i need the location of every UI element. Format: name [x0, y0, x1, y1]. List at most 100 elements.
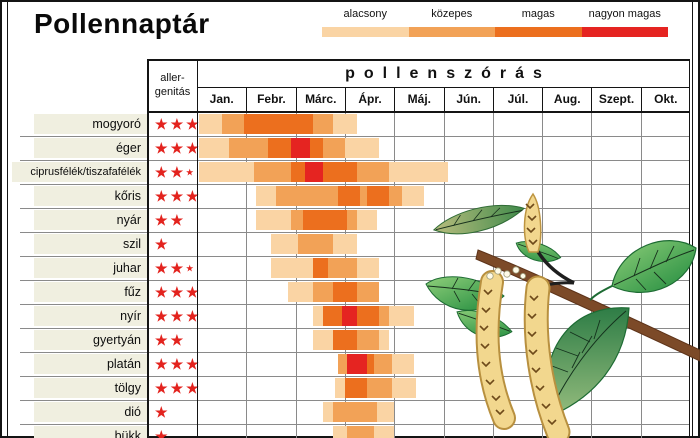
month-header-cell: Okt.: [640, 87, 690, 112]
header-mid-line: [197, 87, 690, 88]
pollen-bar-segment: [268, 138, 291, 158]
star-icon: ★: [170, 116, 187, 132]
legend-label: nagyon magas: [588, 8, 661, 20]
month-header-cell: Ápr.: [344, 87, 394, 112]
pollen-bar-segment: [322, 138, 345, 158]
star-icon: ★: [170, 308, 187, 324]
star-icon: ★: [155, 116, 171, 132]
frame-left-outer-border: [0, 0, 2, 438]
frame-left-inner-border: [7, 0, 8, 438]
legend-swatch: [581, 27, 668, 37]
star-icon: ★: [155, 356, 171, 372]
star-icon: ★: [155, 284, 171, 300]
grid-row-line: [20, 304, 690, 305]
pollen-bar-segment: [344, 378, 368, 398]
frame-top-border: [0, 0, 700, 2]
star-icon: ★: [155, 212, 171, 228]
allergenicity-header: aller- genitás: [148, 60, 197, 112]
pollen-bar-segment: [298, 234, 333, 254]
row-label: szil: [34, 234, 147, 254]
pollen-bar-segment: [270, 258, 313, 278]
grid-month-line: [246, 112, 248, 438]
pollen-bar-segment: [322, 402, 333, 422]
star-icon: ★: [186, 140, 202, 156]
catkin-hanging-1: [475, 270, 516, 430]
pollen-bar-segment: [332, 282, 358, 302]
month-header-cell: Jún.: [443, 87, 493, 112]
pollen-bar-segment: [256, 210, 291, 230]
legend-swatch: [322, 27, 409, 37]
allergenicity-stars: ★★★: [150, 112, 201, 136]
pollen-bar-segment: [389, 186, 402, 206]
star-icon: ★: [186, 308, 202, 324]
pollen-bar-segment: [229, 138, 269, 158]
star-icon: ★: [170, 260, 187, 276]
star-icon: ★: [155, 164, 171, 180]
pollen-bar-segment: [357, 306, 380, 326]
grid-month-line: [394, 112, 396, 438]
allergenicity-stars: ★★★: [150, 184, 201, 208]
allergenicity-stars: ★★★: [150, 304, 201, 328]
legend-swatch: [495, 27, 582, 37]
leaf-right-big: [589, 240, 697, 301]
pollen-bar-segment: [391, 378, 417, 398]
allergenicity-stars: ★: [150, 424, 201, 438]
pollen-bar-segment: [332, 330, 358, 350]
grid-row-line: [20, 232, 690, 233]
page-title: Pollennaptár: [34, 8, 210, 39]
grid-row-line: [20, 136, 690, 137]
grid-row-line: [20, 376, 690, 377]
pollen-bar-segment: [290, 138, 311, 158]
star-icon: ★: [186, 116, 202, 132]
grid-month-line: [542, 112, 544, 438]
star-icon: ★: [170, 164, 187, 180]
pollen-bar-segment: [221, 114, 244, 134]
star-icon: ★: [155, 260, 171, 276]
pollen-bar-segment: [310, 138, 323, 158]
pollen-bar-segment: [332, 402, 377, 422]
grid-row-line: [20, 208, 690, 209]
row-label: kőris: [34, 186, 147, 206]
pollen-bar-segment: [344, 138, 380, 158]
pollen-bar-segment: [347, 354, 368, 374]
row-label: dió: [34, 402, 147, 422]
pollen-bar-segment: [199, 114, 222, 134]
star-icon: ★: [155, 236, 171, 252]
pollen-bar-segment: [337, 354, 348, 374]
grid-month-line: [591, 112, 593, 438]
allergenicity-stars: ★★★: [150, 256, 201, 280]
pollen-bar-segment: [367, 378, 392, 398]
month-header-cell: Febr.: [246, 87, 295, 112]
pollen-bar-segment: [391, 354, 414, 374]
pollen-bar-segment: [379, 330, 390, 350]
month-header-cell: Júl.: [492, 87, 542, 112]
month-header-cell: Aug.: [542, 87, 591, 112]
grid-row-line: [20, 280, 690, 281]
pollen-bar-segment: [275, 186, 338, 206]
allergenicity-stars: ★: [150, 400, 201, 424]
grid-row-line: [20, 160, 690, 161]
pollen-bar-segment: [199, 162, 254, 182]
pollen-bar-segment: [357, 282, 380, 302]
half-star-icon: ★: [186, 168, 194, 177]
row-label: tölgy: [34, 378, 147, 398]
month-header-cell: Márc.: [295, 87, 345, 112]
star-icon: ★: [155, 404, 171, 420]
pollen-bar-segment: [376, 402, 395, 422]
table-left-border: [197, 59, 198, 438]
pollen-dispersal-header: pollenszórás: [345, 65, 551, 82]
frame-right-inner-border: [692, 0, 693, 438]
leaf-top-left: [432, 205, 526, 235]
pollen-bar-segment: [389, 306, 414, 326]
pollen-bar-segment: [347, 210, 358, 230]
star-icon: ★: [155, 188, 171, 204]
grid-row-line: [20, 184, 690, 185]
label-column-divider: [147, 59, 149, 438]
pollen-bar-segment: [332, 234, 358, 254]
pollen-bar-segment: [312, 330, 333, 350]
row-label: mogyoró: [34, 114, 147, 134]
pollen-bar-segment: [312, 306, 323, 326]
catkin-upright: [523, 192, 542, 253]
pollen-bar-segment: [322, 162, 358, 182]
